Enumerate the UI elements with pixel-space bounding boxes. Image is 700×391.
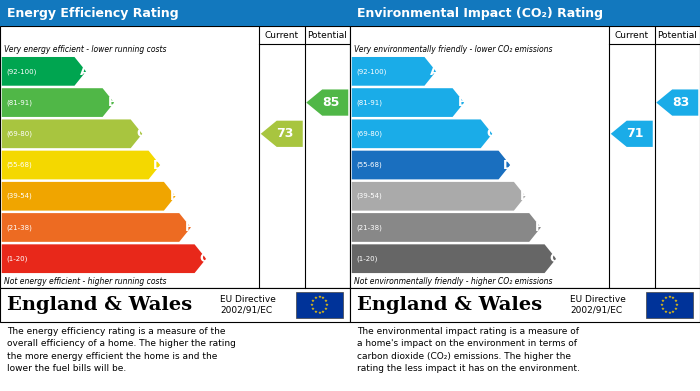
Text: A: A [80,65,89,78]
Polygon shape [351,244,556,273]
Text: (21-38): (21-38) [356,224,382,231]
Text: ★: ★ [667,311,671,316]
Polygon shape [1,244,206,273]
Text: ★: ★ [674,299,678,303]
Text: Not environmentally friendly - higher CO₂ emissions: Not environmentally friendly - higher CO… [354,277,552,286]
Text: Not energy efficient - higher running costs: Not energy efficient - higher running co… [4,277,166,286]
Polygon shape [610,121,652,147]
Text: G: G [199,252,209,265]
Polygon shape [1,119,142,148]
Bar [0,288,350,322]
Text: (81-91): (81-91) [6,99,32,106]
Text: (69-80): (69-80) [6,131,32,137]
Text: D: D [503,158,514,172]
Text: ★: ★ [660,303,664,307]
Bar [350,26,700,288]
Text: England & Wales: England & Wales [7,296,192,314]
Bar [0,26,350,288]
Text: Current: Current [615,30,649,39]
Bar [350,0,700,26]
Polygon shape [351,151,510,179]
Text: 85: 85 [322,96,340,109]
Text: ★: ★ [661,299,665,303]
Polygon shape [351,57,436,86]
Text: F: F [185,221,193,234]
Text: ★: ★ [667,295,671,299]
Text: B: B [458,96,467,109]
Polygon shape [351,213,541,242]
Text: ★: ★ [321,296,325,300]
Bar [645,292,693,318]
Polygon shape [1,213,191,242]
Text: ★: ★ [311,299,315,303]
Bar [295,292,343,318]
Text: Very environmentally friendly - lower CO₂ emissions: Very environmentally friendly - lower CO… [354,45,552,54]
Text: (39-54): (39-54) [6,193,32,199]
Text: ★: ★ [671,296,675,300]
Text: Very energy efficient - lower running costs: Very energy efficient - lower running co… [4,45,166,54]
Polygon shape [260,121,302,147]
Bar [0,0,350,26]
Polygon shape [657,90,699,116]
Text: E: E [519,190,528,203]
Text: EU Directive
2002/91/EC: EU Directive 2002/91/EC [570,295,626,314]
Text: C: C [136,127,145,140]
Polygon shape [1,57,86,86]
Text: (39-54): (39-54) [356,193,382,199]
Text: ★: ★ [675,303,679,307]
Text: (1-20): (1-20) [356,255,377,262]
Polygon shape [1,88,114,117]
Text: ★: ★ [325,303,329,307]
Text: D: D [153,158,164,172]
Text: (1-20): (1-20) [6,255,27,262]
Text: (55-68): (55-68) [6,162,32,168]
Polygon shape [1,182,176,211]
Text: Energy Efficiency Rating: Energy Efficiency Rating [7,7,178,20]
Text: F: F [535,221,543,234]
Text: ★: ★ [324,299,328,303]
Text: (21-38): (21-38) [6,224,32,231]
Bar [350,288,700,322]
Text: 83: 83 [672,96,690,109]
Text: 71: 71 [626,127,644,140]
Text: Potential: Potential [307,30,347,39]
Text: (92-100): (92-100) [356,68,386,75]
Polygon shape [1,151,160,179]
Text: ★: ★ [310,303,314,307]
Text: ★: ★ [311,307,315,311]
Text: ★: ★ [664,310,668,314]
Text: (69-80): (69-80) [356,131,382,137]
Text: ★: ★ [674,307,678,311]
Polygon shape [351,88,464,117]
Text: EU Directive
2002/91/EC: EU Directive 2002/91/EC [220,295,276,314]
Polygon shape [351,182,526,211]
Text: The environmental impact rating is a measure of
a home's impact on the environme: The environmental impact rating is a mea… [357,327,580,373]
Text: England & Wales: England & Wales [357,296,542,314]
Polygon shape [351,119,492,148]
Text: (92-100): (92-100) [6,68,36,75]
Text: ★: ★ [314,310,318,314]
Polygon shape [307,90,349,116]
Text: B: B [108,96,117,109]
Text: C: C [486,127,495,140]
Text: Potential: Potential [657,30,697,39]
Text: G: G [550,252,559,265]
Text: ★: ★ [664,296,668,300]
Text: (55-68): (55-68) [356,162,382,168]
Text: ★: ★ [324,307,328,311]
Text: ★: ★ [317,295,321,299]
Text: The energy efficiency rating is a measure of the
overall efficiency of a home. T: The energy efficiency rating is a measur… [7,327,236,373]
Text: Current: Current [265,30,299,39]
Text: (81-91): (81-91) [356,99,382,106]
Text: ★: ★ [321,310,325,314]
Text: Environmental Impact (CO₂) Rating: Environmental Impact (CO₂) Rating [357,7,603,20]
Text: ★: ★ [671,310,675,314]
Text: ★: ★ [317,311,321,316]
Text: 73: 73 [276,127,294,140]
Text: A: A [430,65,439,78]
Text: ★: ★ [661,307,665,311]
Text: E: E [169,190,178,203]
Text: ★: ★ [314,296,318,300]
